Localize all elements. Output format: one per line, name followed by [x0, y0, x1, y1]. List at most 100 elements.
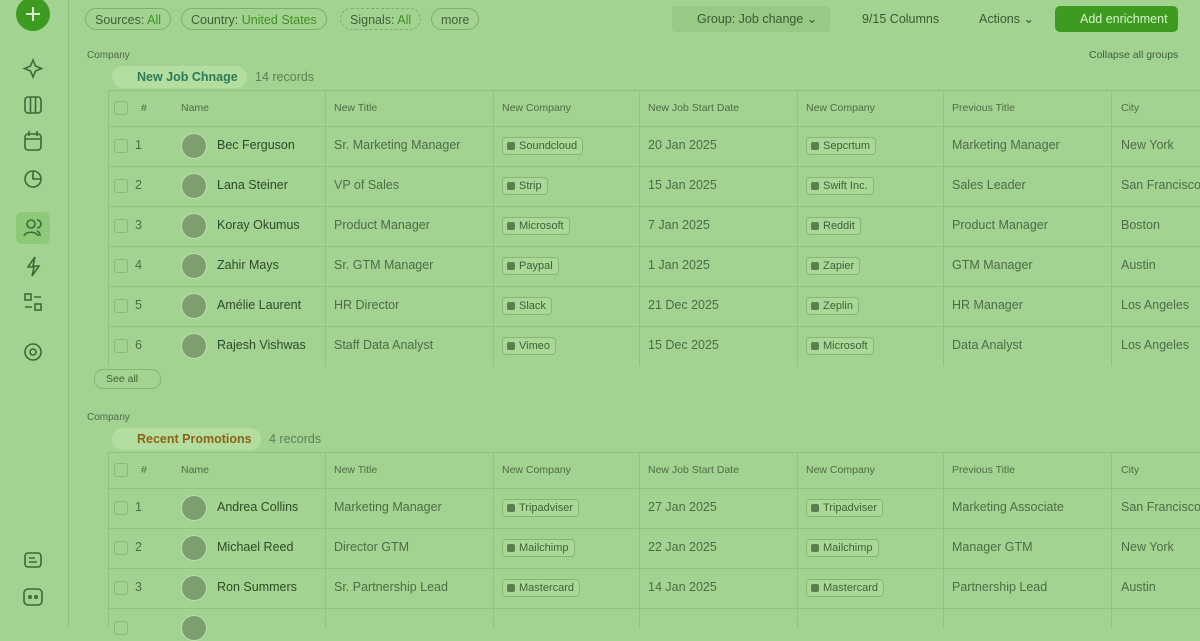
- new-button[interactable]: [16, 0, 50, 31]
- row-number: 5: [135, 298, 142, 312]
- city: Los Angeles: [1121, 338, 1190, 352]
- actions-button[interactable]: Actions ⌄: [979, 12, 1034, 26]
- company-badge[interactable]: Zapier: [806, 257, 861, 275]
- calendar-icon[interactable]: [24, 133, 42, 151]
- company-badge[interactable]: Mailchimp: [502, 539, 575, 557]
- city: San Francisco: [1121, 500, 1200, 514]
- text: United States: [241, 13, 317, 27]
- new-title: VP of Sales: [334, 178, 400, 192]
- text: Paypal: [519, 260, 553, 272]
- text: All: [147, 13, 162, 27]
- company-badge[interactable]: Tripadviser: [806, 499, 883, 517]
- row-checkbox[interactable]: [114, 339, 128, 353]
- columns-button[interactable]: 9/15 Columns: [844, 6, 939, 32]
- company-badge[interactable]: Slack: [502, 297, 552, 315]
- row-divider: [108, 528, 1200, 529]
- avatar: [181, 253, 207, 279]
- new-title: Staff Data Analyst: [334, 338, 434, 352]
- collapse-all[interactable]: Collapse all groups: [1089, 49, 1179, 61]
- row-checkbox[interactable]: [114, 179, 128, 193]
- avatar: [181, 333, 207, 359]
- row-checkbox[interactable]: [114, 581, 128, 595]
- flow-icon[interactable]: [24, 293, 32, 301]
- company-badge[interactable]: Mastercard: [806, 579, 885, 597]
- column-header: Previous Title: [952, 464, 1016, 476]
- city: Los Angeles: [1121, 298, 1190, 312]
- group-title[interactable]: Recent Promotions: [112, 428, 261, 450]
- company-badge[interactable]: Mastercard: [502, 579, 581, 597]
- text: Sepcrtum: [823, 140, 871, 152]
- see-all[interactable]: See all: [94, 369, 162, 389]
- sidebar-icons: [16, 0, 50, 606]
- company-badge[interactable]: Soundcloud: [502, 137, 584, 155]
- ai-icon[interactable]: [22, 57, 44, 80]
- previous-title: Marketing Manager: [952, 138, 1060, 152]
- column-header: New Company: [502, 102, 571, 114]
- person-name[interactable]: Lana Steiner: [217, 178, 288, 192]
- previous-title: Product Manager: [952, 218, 1048, 232]
- add-enrichment[interactable]: Add enrichment: [1055, 6, 1178, 32]
- company-badge[interactable]: Zeplin: [806, 297, 859, 315]
- person-name[interactable]: Andrea Collins: [217, 500, 299, 514]
- start-date: 20 Jan 2025: [648, 138, 717, 152]
- table-icon[interactable]: [24, 96, 42, 114]
- row-checkbox[interactable]: [114, 501, 128, 515]
- text: Mailchimp: [519, 542, 569, 554]
- text: Soundcloud: [519, 140, 578, 152]
- person-name[interactable]: Ron Summers: [217, 580, 297, 594]
- text: Tripadviser: [519, 502, 573, 514]
- column-divider: [493, 452, 494, 628]
- row-checkbox[interactable]: [114, 541, 128, 555]
- group-title[interactable]: New Job Chnage: [112, 66, 247, 88]
- row-checkbox[interactable]: [114, 259, 128, 273]
- company-badge[interactable]: Mailchimp: [806, 539, 879, 557]
- filter-chip[interactable]: Sources: All: [85, 8, 172, 30]
- group-select[interactable]: Group: Job change ⌄: [672, 6, 830, 32]
- person-name[interactable]: Rajesh Vishwas: [217, 338, 306, 352]
- company-badge[interactable]: Vimeo: [502, 337, 556, 355]
- more-chip[interactable]: more: [431, 8, 480, 30]
- person-name[interactable]: Bec Ferguson: [217, 138, 295, 152]
- company-badge[interactable]: Sepcrtum: [806, 137, 877, 155]
- row-checkbox[interactable]: [114, 139, 128, 153]
- row-divider: [108, 206, 1200, 207]
- company-badge[interactable]: Swift Inc.: [806, 177, 874, 195]
- text: Country:: [191, 13, 239, 27]
- company-badge[interactable]: Strip: [502, 177, 548, 195]
- previous-title: GTM Manager: [952, 258, 1033, 272]
- company-badge[interactable]: Paypal: [502, 257, 559, 275]
- filter-chip[interactable]: Signals: All: [340, 8, 422, 30]
- text: Mailchimp: [823, 542, 873, 554]
- column-divider: [493, 90, 494, 366]
- column-header: Name: [181, 464, 210, 476]
- start-date: 14 Jan 2025: [648, 580, 717, 594]
- person-name[interactable]: Michael Reed: [217, 540, 294, 554]
- text: Reddit: [823, 220, 855, 232]
- group-caption: Company: [87, 412, 130, 423]
- changelog-icon[interactable]: [24, 552, 42, 568]
- column-divider: [797, 452, 798, 628]
- company-badge[interactable]: Microsoft: [502, 217, 570, 235]
- company-badge[interactable]: Tripadviser: [502, 499, 579, 517]
- start-date: 15 Dec 2025: [648, 338, 719, 352]
- person-name[interactable]: Koray Okumus: [217, 218, 300, 232]
- avatar: [181, 173, 207, 199]
- company-badge[interactable]: Microsoft: [806, 337, 874, 355]
- person-name[interactable]: Amélie Laurent: [217, 298, 302, 312]
- column-divider: [325, 452, 326, 628]
- select-all[interactable]: [114, 101, 128, 115]
- column-divider: [325, 90, 326, 366]
- bolt-icon[interactable]: [26, 256, 41, 277]
- row-checkbox[interactable]: [114, 621, 128, 635]
- text: Strip: [519, 180, 542, 192]
- sidebar: [0, 0, 69, 628]
- row-checkbox[interactable]: [114, 299, 128, 313]
- row-checkbox[interactable]: [114, 219, 128, 233]
- person-name[interactable]: Zahir Mays: [217, 258, 279, 272]
- select-all[interactable]: [114, 463, 128, 477]
- discord-icon[interactable]: [23, 588, 43, 606]
- company-badge[interactable]: Reddit: [806, 217, 861, 235]
- row-divider: [108, 246, 1200, 247]
- filter-chip[interactable]: Country: United States: [181, 8, 327, 30]
- settings-icon[interactable]: [29, 348, 37, 356]
